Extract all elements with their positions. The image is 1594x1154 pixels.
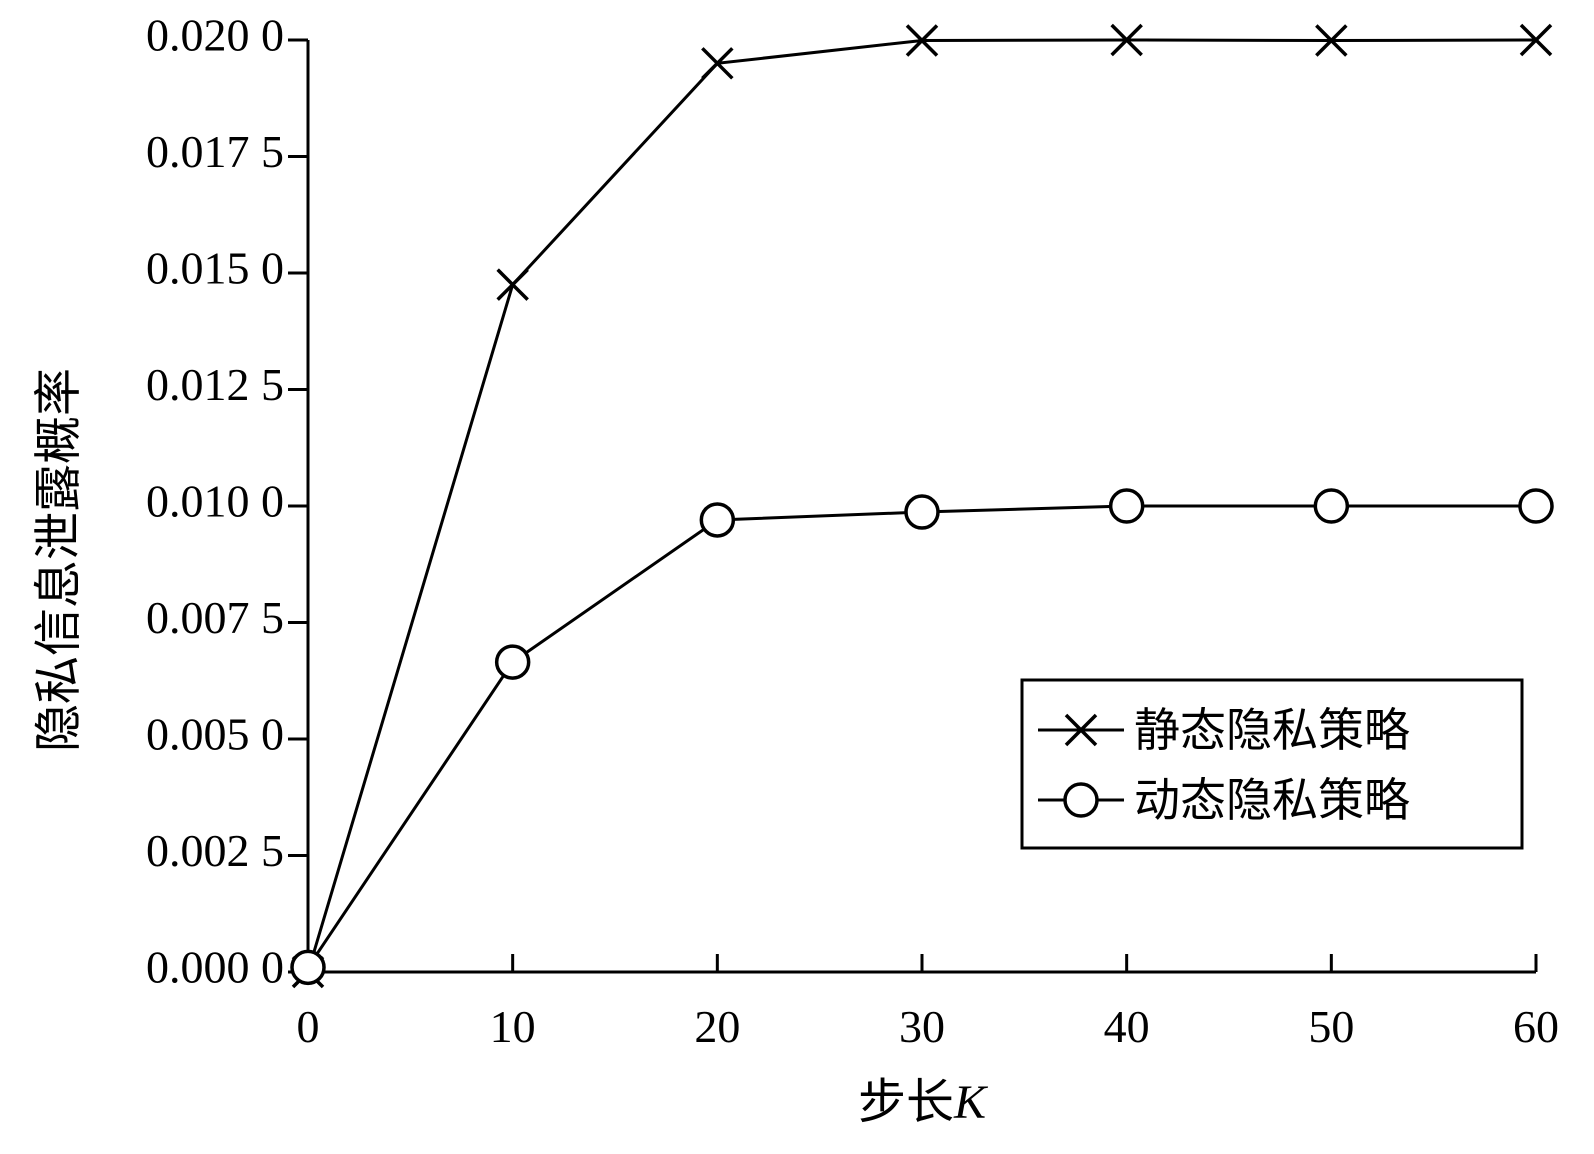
x-tick-label: 20 (694, 1001, 740, 1052)
legend-label-static: 静态隐私策略 (1134, 703, 1410, 757)
legend-x-marker-icon (1064, 713, 1098, 747)
data-point (1315, 24, 1348, 57)
data-point (494, 644, 531, 680)
x-tick-label: 0 (297, 1001, 320, 1052)
data-point (905, 24, 939, 57)
series-0 (291, 23, 1553, 989)
x-tick-label: 30 (899, 1001, 945, 1052)
data-point (1518, 488, 1554, 524)
x-axis-title: 步长K (858, 1074, 989, 1130)
y-tick-label: 0.015 0 (146, 243, 284, 294)
data-point (701, 47, 734, 80)
x-tick-label: 60 (1513, 1001, 1559, 1052)
x-tick-label: 50 (1308, 1001, 1354, 1052)
data-point (1519, 23, 1553, 57)
data-point (1110, 23, 1143, 57)
y-tick-label: 0.012 5 (146, 359, 284, 410)
y-ticks: 0.000 0 0.002 5 0.005 0 0.007 5 0.010 0 0.012… (146, 10, 308, 993)
data-point (904, 494, 940, 530)
y-tick-label: 0.020 0 (146, 10, 284, 61)
x-tick-label: 10 (490, 1001, 536, 1052)
data-point (699, 502, 736, 538)
legend: 静态隐私策略 动态隐私策略 (1020, 678, 1524, 850)
x-tick-label: 40 (1104, 1001, 1150, 1052)
x-axis-title-variable: K (953, 1076, 989, 1129)
x-axis-title-text: 步长 (858, 1074, 954, 1130)
data-point (1108, 488, 1145, 524)
data-point (290, 949, 326, 986)
data-point (1313, 488, 1350, 524)
y-tick-label: 0.007 5 (146, 592, 284, 643)
y-tick-label: 0.000 0 (146, 942, 284, 993)
series-1 (290, 488, 1554, 986)
y-tick-label: 0.005 0 (146, 709, 284, 760)
y-tick-label: 0.017 5 (146, 126, 284, 177)
y-tick-label: 0.010 0 (146, 476, 284, 527)
legend-item-dynamic: 动态隐私策略 (1038, 773, 1410, 827)
series-group (290, 23, 1554, 989)
legend-marker (1063, 782, 1099, 818)
y-axis-title: 隐私信息泄露概率 (31, 368, 87, 752)
legend-marker (1064, 713, 1098, 747)
legend-circle-marker-icon (1063, 782, 1099, 818)
y-tick-label: 0.002 5 (146, 825, 284, 876)
legend-item-static: 静态隐私策略 (1038, 703, 1410, 757)
x-ticks: 0 10 20 30 40 50 60 (297, 954, 1559, 1052)
legend-label-dynamic: 动态隐私策略 (1134, 773, 1410, 827)
legend-box (1020, 678, 1524, 850)
data-point (496, 268, 529, 301)
